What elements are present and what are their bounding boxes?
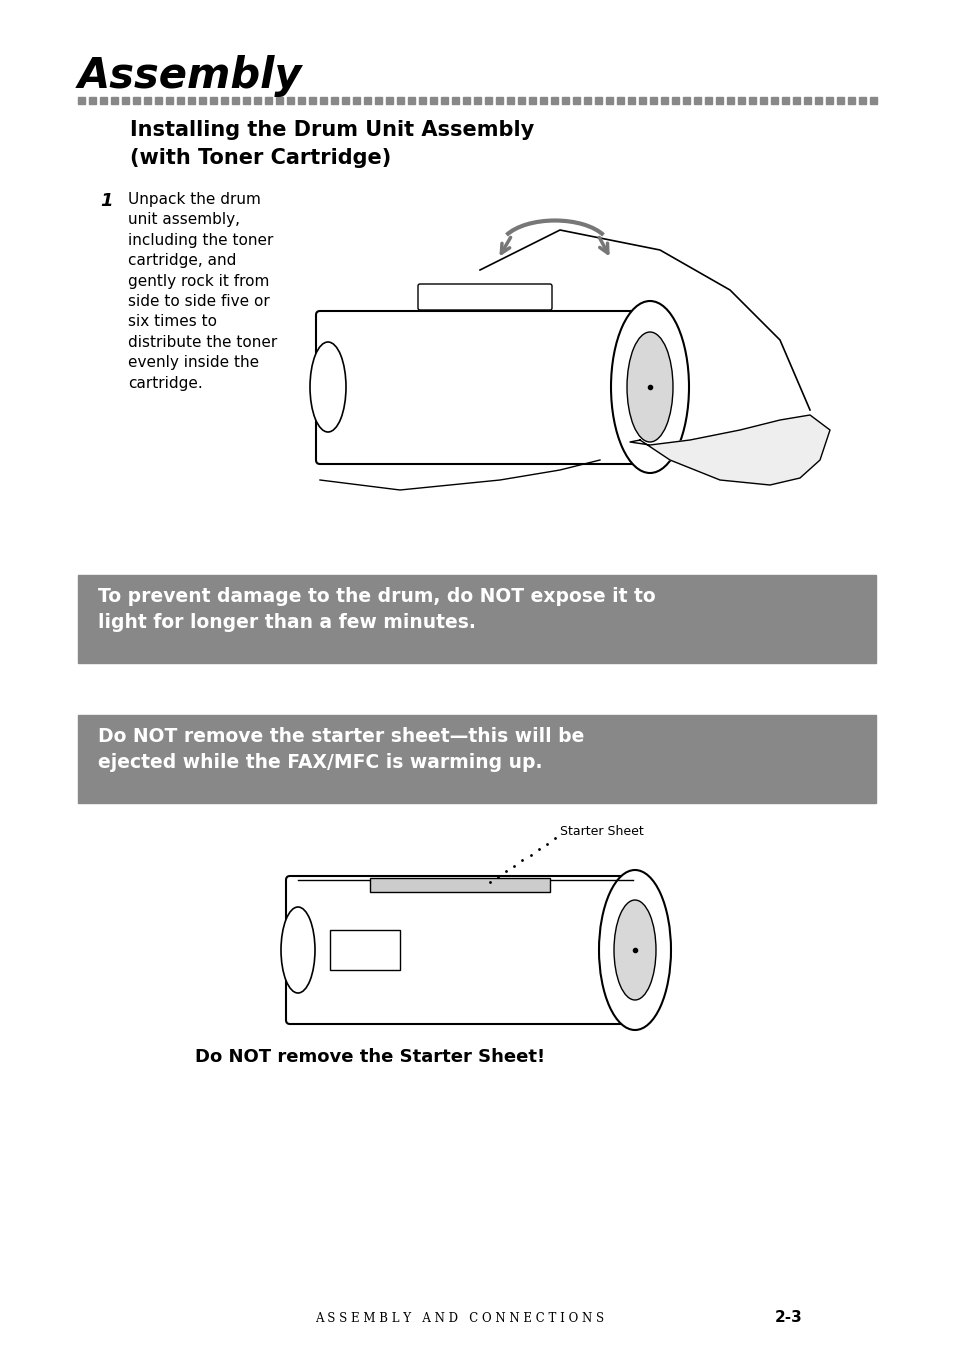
Bar <box>738 96 744 104</box>
Bar <box>561 96 568 104</box>
Bar <box>319 96 327 104</box>
Bar <box>78 96 85 104</box>
Bar <box>78 575 875 662</box>
Bar <box>386 96 393 104</box>
Bar <box>375 96 381 104</box>
Text: 2-3: 2-3 <box>774 1310 801 1325</box>
Bar <box>814 96 821 104</box>
Text: A S S E M B L Y   A N D   C O N N E C T I O N S: A S S E M B L Y A N D C O N N E C T I O … <box>315 1311 604 1325</box>
Bar <box>825 96 832 104</box>
FancyBboxPatch shape <box>286 876 639 1023</box>
Bar <box>770 96 778 104</box>
Bar <box>221 96 228 104</box>
Bar <box>539 96 546 104</box>
Bar <box>760 96 766 104</box>
Bar <box>583 96 590 104</box>
Bar <box>716 96 722 104</box>
Bar <box>144 96 151 104</box>
Ellipse shape <box>610 301 688 473</box>
Text: Do NOT remove the Starter Sheet!: Do NOT remove the Starter Sheet! <box>194 1048 544 1065</box>
Bar <box>89 96 96 104</box>
Bar <box>551 96 558 104</box>
Bar <box>671 96 679 104</box>
Bar <box>506 96 514 104</box>
Bar <box>154 96 162 104</box>
Bar <box>418 96 426 104</box>
Bar <box>726 96 733 104</box>
Ellipse shape <box>614 900 656 1000</box>
Bar <box>639 96 645 104</box>
Bar <box>330 930 399 969</box>
Bar <box>627 96 635 104</box>
Bar <box>484 96 492 104</box>
Bar <box>573 96 579 104</box>
Ellipse shape <box>310 342 346 433</box>
Bar <box>275 96 283 104</box>
Bar <box>803 96 810 104</box>
Bar <box>748 96 755 104</box>
Bar <box>122 96 129 104</box>
Bar <box>869 96 876 104</box>
Bar <box>309 96 315 104</box>
Bar <box>847 96 854 104</box>
Bar <box>199 96 206 104</box>
Bar <box>353 96 359 104</box>
Bar <box>210 96 216 104</box>
Bar <box>440 96 448 104</box>
Bar <box>243 96 250 104</box>
Text: (with Toner Cartridge): (with Toner Cartridge) <box>130 147 391 168</box>
Bar <box>529 96 536 104</box>
Ellipse shape <box>626 333 672 442</box>
Bar <box>100 96 107 104</box>
Bar <box>605 96 613 104</box>
Bar <box>682 96 689 104</box>
Bar <box>232 96 239 104</box>
FancyBboxPatch shape <box>315 311 654 464</box>
Bar <box>132 96 140 104</box>
Bar <box>408 96 415 104</box>
Bar <box>452 96 458 104</box>
Bar <box>331 96 337 104</box>
Bar <box>693 96 700 104</box>
Text: Installing the Drum Unit Assembly: Installing the Drum Unit Assembly <box>130 120 534 141</box>
Bar <box>704 96 711 104</box>
Text: Starter Sheet: Starter Sheet <box>559 825 643 838</box>
Bar <box>177 96 184 104</box>
Polygon shape <box>629 415 829 485</box>
Text: Do NOT remove the starter sheet—this will be
ejected while the FAX/MFC is warmin: Do NOT remove the starter sheet—this wil… <box>98 727 584 772</box>
Ellipse shape <box>598 869 670 1030</box>
Bar <box>265 96 272 104</box>
Ellipse shape <box>281 907 314 992</box>
FancyBboxPatch shape <box>417 284 552 310</box>
Bar <box>617 96 623 104</box>
Bar <box>858 96 865 104</box>
Bar <box>649 96 657 104</box>
Bar <box>111 96 118 104</box>
Bar <box>370 877 550 892</box>
Bar <box>188 96 194 104</box>
Bar <box>430 96 436 104</box>
Bar <box>836 96 843 104</box>
Text: Unpack the drum
unit assembly,
including the toner
cartridge, and
gently rock it: Unpack the drum unit assembly, including… <box>128 192 277 391</box>
Bar <box>595 96 601 104</box>
Bar <box>496 96 502 104</box>
Bar <box>166 96 172 104</box>
Bar <box>396 96 403 104</box>
Bar <box>660 96 667 104</box>
Bar <box>474 96 480 104</box>
Bar <box>517 96 524 104</box>
Bar <box>78 715 875 803</box>
Bar <box>287 96 294 104</box>
Bar <box>462 96 470 104</box>
Bar <box>297 96 305 104</box>
Bar <box>792 96 800 104</box>
Bar <box>364 96 371 104</box>
Bar <box>253 96 261 104</box>
Bar <box>341 96 349 104</box>
Bar <box>781 96 788 104</box>
Text: 1: 1 <box>100 192 112 210</box>
Text: Assembly: Assembly <box>78 55 302 97</box>
Text: To prevent damage to the drum, do NOT expose it to
light for longer than a few m: To prevent damage to the drum, do NOT ex… <box>98 587 655 633</box>
